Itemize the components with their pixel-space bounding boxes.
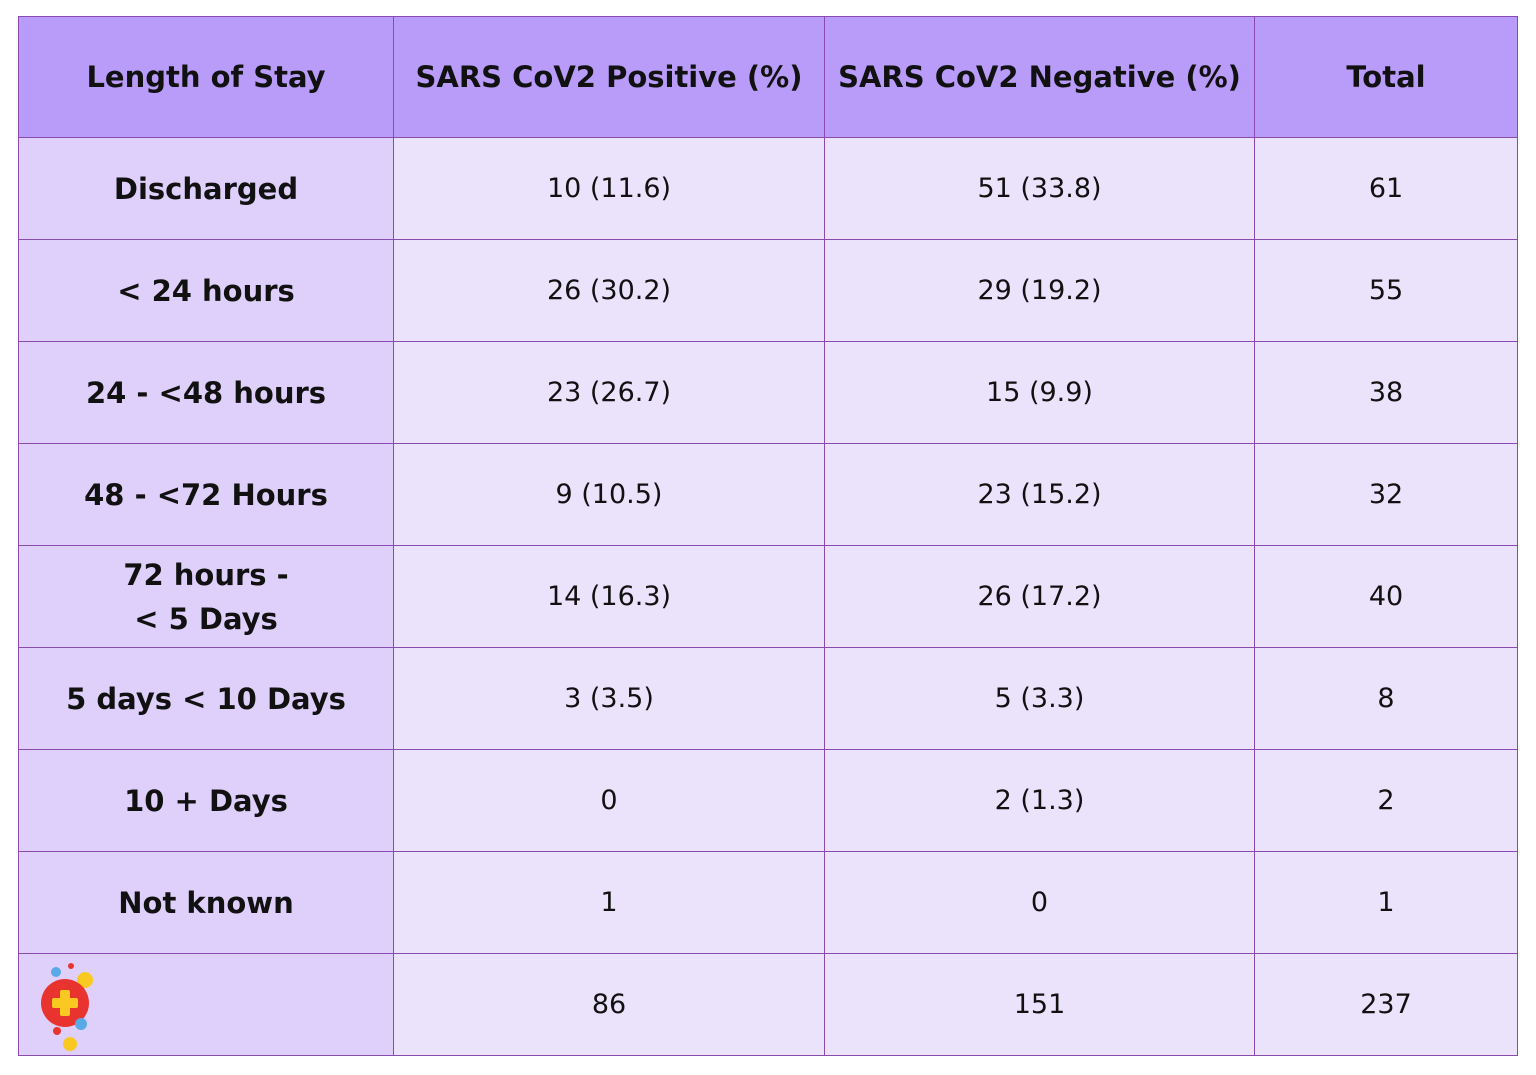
table-row: 72 hours - < 5 Days 14 (16.3) 26 (17.2) 40: [18, 545, 1518, 648]
header-row: Length of Stay SARS CoV2 Positive (%) SA…: [18, 16, 1518, 138]
header-negative: SARS CoV2 Negative (%): [824, 16, 1255, 138]
row-label-line: Discharged: [113, 171, 299, 206]
negative-cell: 15 (9.9): [824, 341, 1255, 444]
negative-cell: 23 (15.2): [824, 443, 1255, 546]
negative-cell: 0: [824, 851, 1255, 954]
row-label-line: Not known: [118, 885, 294, 920]
negative-cell: 29 (19.2): [824, 239, 1255, 342]
total-cell: 32: [1254, 443, 1518, 546]
length-of-stay-table: Length of Stay SARS CoV2 Positive (%) SA…: [18, 16, 1518, 1056]
table-row: 24 - <48 hours 23 (26.7) 15 (9.9) 38: [18, 341, 1518, 444]
totals-row: 86 151 237: [18, 953, 1518, 1056]
table-row: Not known 1 0 1: [18, 851, 1518, 954]
row-label: 72 hours - < 5 Days: [18, 545, 394, 648]
negative-cell: 5 (3.3): [824, 647, 1255, 750]
row-label: 10 + Days: [18, 749, 394, 852]
row-label-line: < 5 Days: [134, 601, 278, 636]
row-label-line: 10 + Days: [124, 783, 288, 818]
positive-cell: 23 (26.7): [393, 341, 825, 444]
total-cell: 55: [1254, 239, 1518, 342]
positive-cell: 10 (11.6): [393, 137, 825, 240]
table-row: Discharged 10 (11.6) 51 (33.8) 61: [18, 137, 1518, 240]
row-label-line: 24 - <48 hours: [85, 375, 327, 410]
row-label-line: 48 - <72 Hours: [84, 477, 328, 512]
row-label: < 24 hours: [18, 239, 394, 342]
negative-cell: 51 (33.8): [824, 137, 1255, 240]
total-cell: 61: [1254, 137, 1518, 240]
row-label-line: 72 hours -: [123, 557, 289, 592]
total-cell: 1: [1254, 851, 1518, 954]
positive-cell: 3 (3.5): [393, 647, 825, 750]
row-label: 48 - <72 Hours: [18, 443, 394, 546]
negative-cell: 2 (1.3): [824, 749, 1255, 852]
positive-cell: 0: [393, 749, 825, 852]
total-cell: 40: [1254, 545, 1518, 648]
row-label: Discharged: [18, 137, 394, 240]
medical-cross-logo-icon: [41, 963, 93, 1051]
row-label: 24 - <48 hours: [18, 341, 394, 444]
header-total: Total: [1254, 16, 1518, 138]
row-label-line: < 24 hours: [117, 273, 295, 308]
positive-cell: 14 (16.3): [393, 545, 825, 648]
total-cell: 38: [1254, 341, 1518, 444]
table-row: 10 + Days 0 2 (1.3) 2: [18, 749, 1518, 852]
header-positive: SARS CoV2 Positive (%): [393, 16, 825, 138]
data-table-container: Length of Stay SARS CoV2 Positive (%) SA…: [18, 16, 1518, 1056]
row-label: Not known: [18, 851, 394, 954]
row-label-line: 5 days < 10 Days: [66, 681, 346, 716]
header-length-of-stay: Length of Stay: [18, 16, 394, 138]
negative-cell: 26 (17.2): [824, 545, 1255, 648]
positive-cell: 26 (30.2): [393, 239, 825, 342]
table-row: < 24 hours 26 (30.2) 29 (19.2) 55: [18, 239, 1518, 342]
table-row: 48 - <72 Hours 9 (10.5) 23 (15.2) 32: [18, 443, 1518, 546]
negative-total-cell: 151: [824, 953, 1255, 1056]
positive-total-cell: 86: [393, 953, 825, 1056]
row-label: 5 days < 10 Days: [18, 647, 394, 750]
table-row: 5 days < 10 Days 3 (3.5) 5 (3.3) 8: [18, 647, 1518, 750]
total-cell: 2: [1254, 749, 1518, 852]
grand-total-cell: 237: [1254, 953, 1518, 1056]
total-cell: 8: [1254, 647, 1518, 750]
positive-cell: 9 (10.5): [393, 443, 825, 546]
logo-cell: [18, 953, 394, 1056]
positive-cell: 1: [393, 851, 825, 954]
